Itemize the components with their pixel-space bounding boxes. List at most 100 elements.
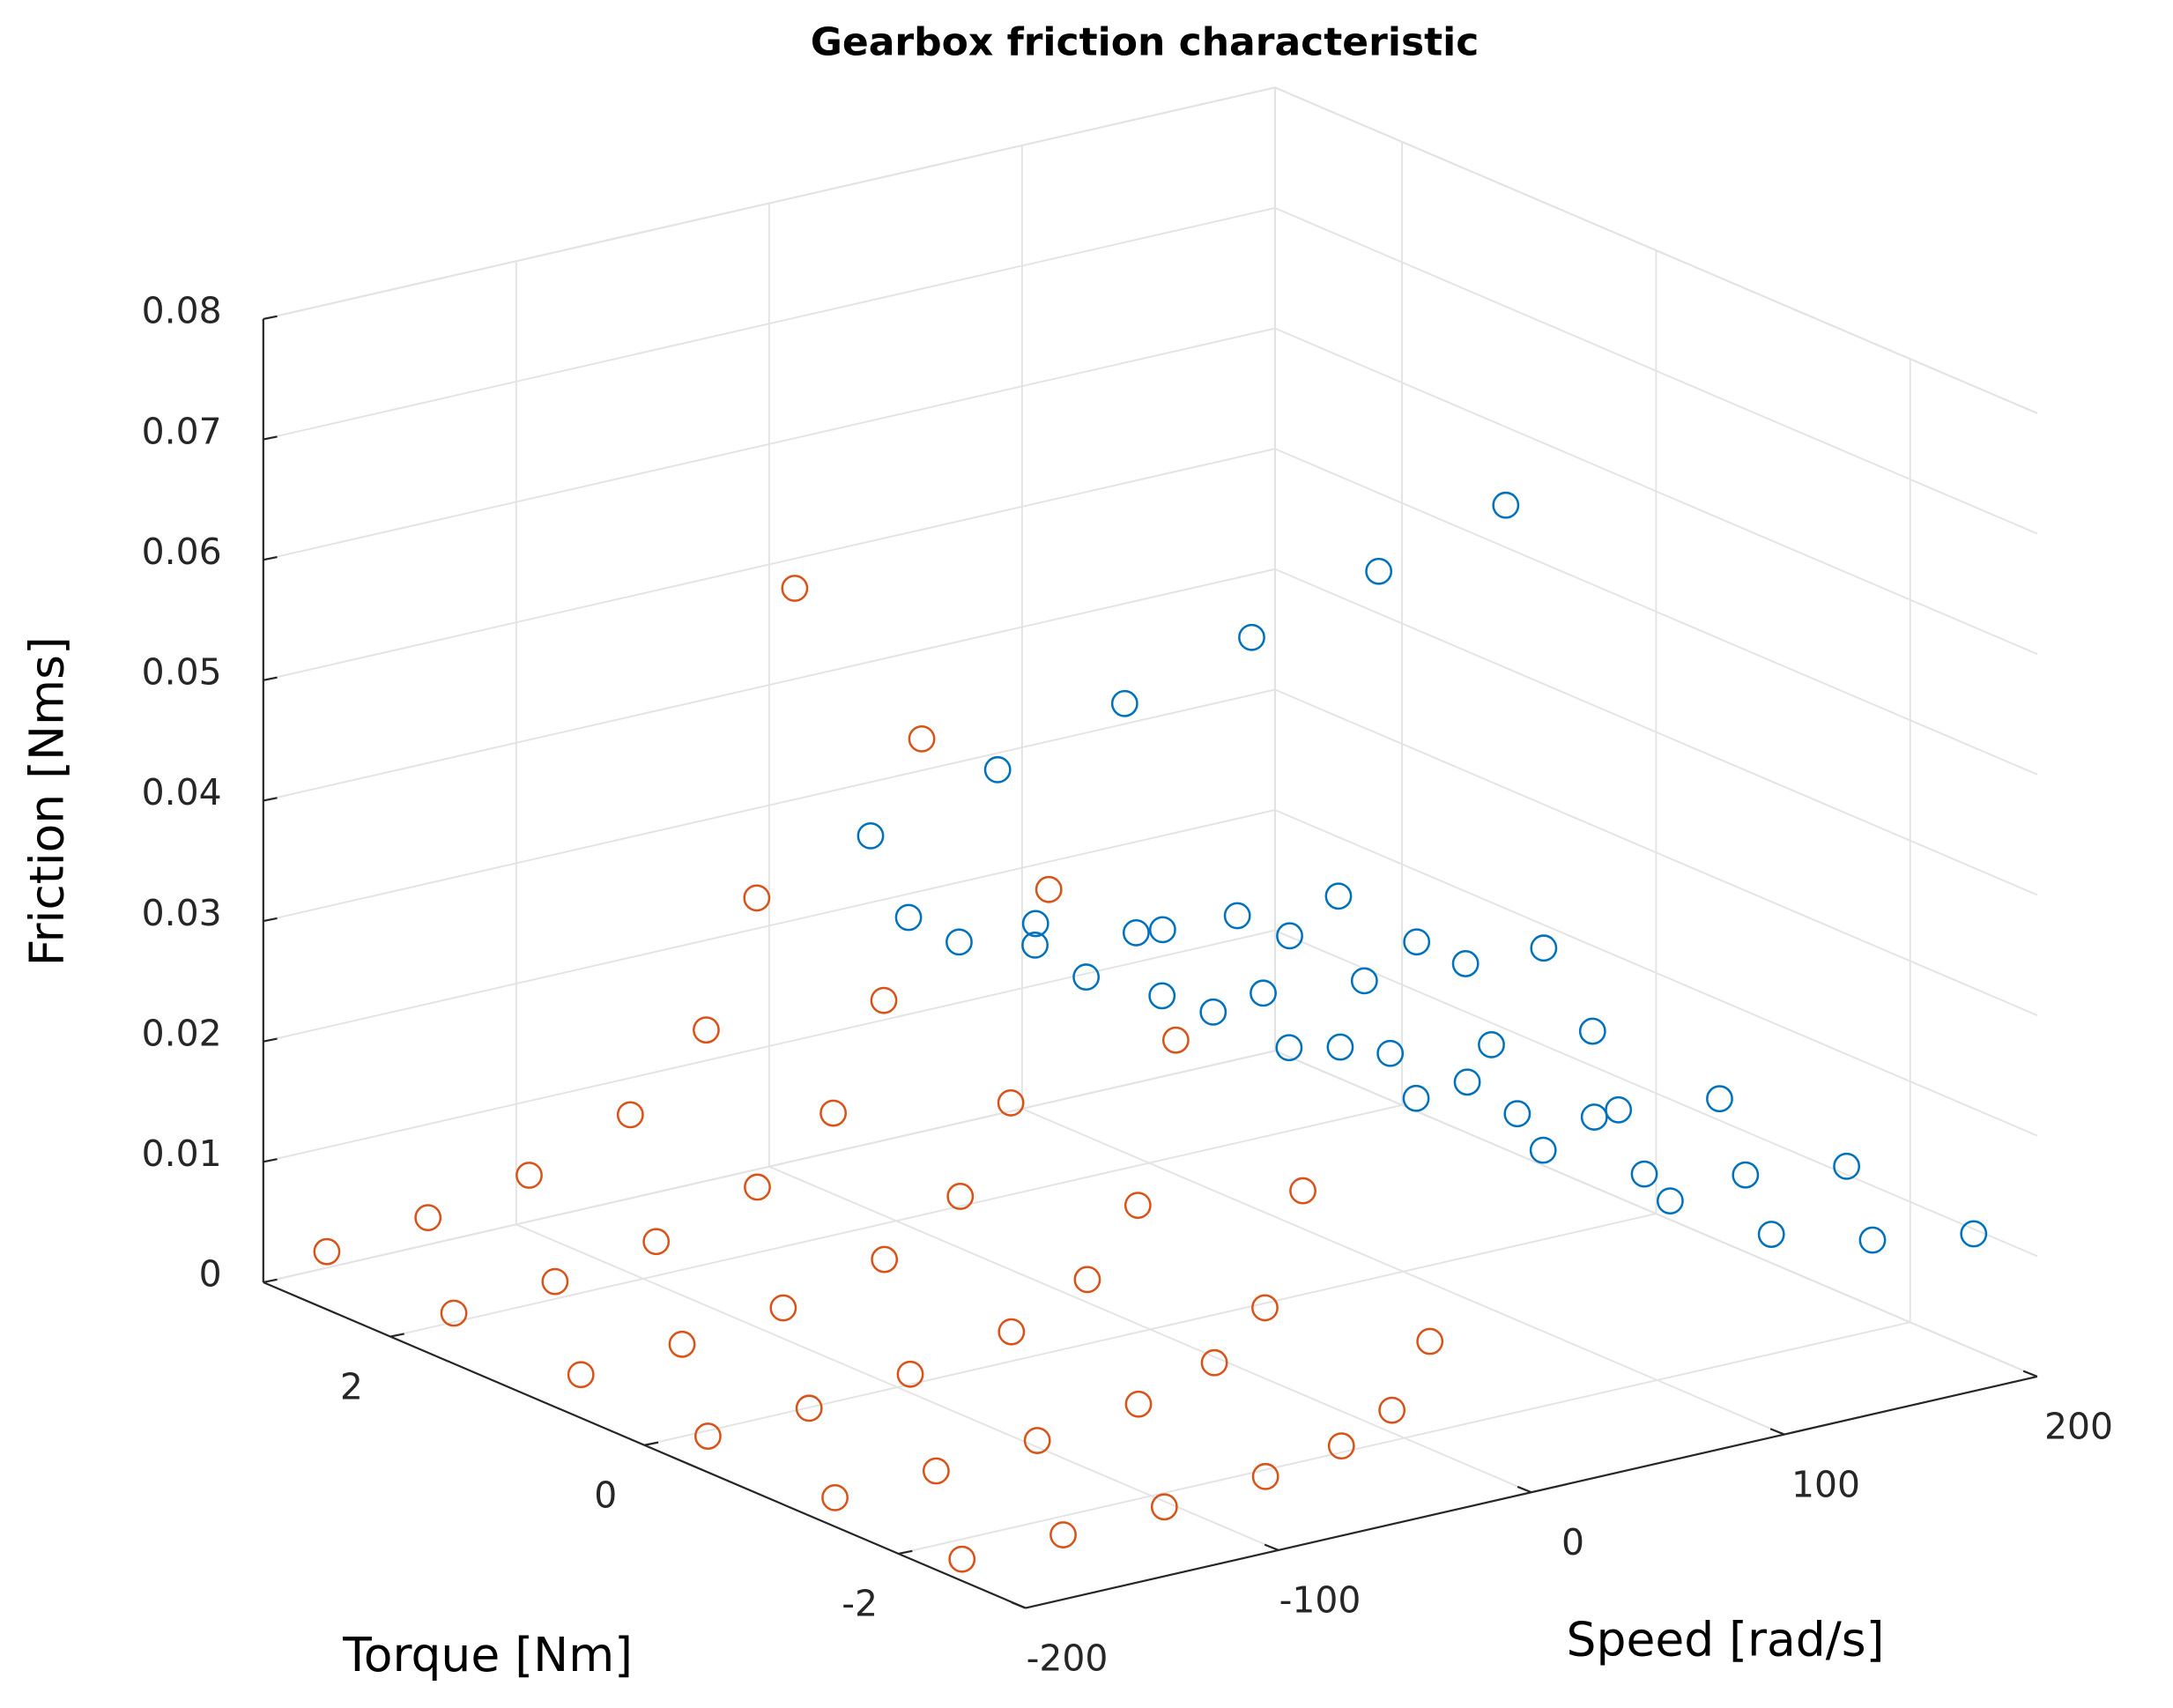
- x-tick-label: 200: [2044, 1406, 2113, 1448]
- x-tick-label: -200: [1027, 1637, 1109, 1679]
- data-point: [983, 755, 1012, 783]
- z-axis-label: Friction [Nms]: [19, 636, 74, 966]
- data-point: [1200, 1348, 1228, 1377]
- z-tick: [263, 1037, 278, 1043]
- data-point: [642, 1228, 671, 1256]
- data-point: [1199, 998, 1227, 1026]
- data-point: [1530, 934, 1558, 962]
- data-point: [1223, 902, 1251, 930]
- data-point: [1251, 1294, 1279, 1322]
- data-point: [1072, 963, 1101, 991]
- data-point: [1402, 1084, 1430, 1112]
- data-point: [1049, 1521, 1077, 1548]
- z-tick-label: 0.07: [142, 410, 222, 452]
- data-point: [821, 1483, 849, 1511]
- data-point: [820, 1099, 848, 1127]
- data-point: [668, 1330, 696, 1358]
- data-point: [1023, 1427, 1051, 1454]
- x-tick: [1769, 1428, 1785, 1436]
- data-point: [1453, 1068, 1481, 1096]
- data-point: [1757, 1221, 1785, 1248]
- data-point: [1324, 882, 1353, 910]
- x-axis-label: Speed [rad/s]: [1567, 1612, 1885, 1667]
- data-point: [1148, 916, 1176, 944]
- data-point: [1503, 1100, 1531, 1128]
- data-point: [1960, 1220, 1988, 1248]
- data-point: [1605, 1095, 1633, 1124]
- data-point: [871, 1245, 899, 1274]
- data-point: [894, 903, 923, 932]
- y-tick-label: -2: [842, 1583, 878, 1625]
- data-point: [1706, 1085, 1733, 1113]
- z-tick-label: 0: [199, 1253, 222, 1296]
- data-point: [1350, 967, 1378, 995]
- data-point: [896, 1360, 924, 1388]
- data-point: [908, 724, 936, 753]
- z-tick: [263, 315, 278, 321]
- z-tick: [263, 555, 278, 561]
- data-point: [1478, 1030, 1505, 1058]
- data-point: [1451, 950, 1480, 977]
- data-point: [1630, 1160, 1658, 1188]
- data-point: [1124, 1390, 1153, 1418]
- chart-title: Gearbox friction characteristic: [811, 20, 1480, 65]
- data-point: [693, 1016, 720, 1044]
- data-point: [693, 1422, 722, 1450]
- data-point: [1276, 922, 1303, 950]
- x-tick: [1517, 1485, 1532, 1494]
- z-tick-label: 0.03: [142, 892, 222, 934]
- data-point: [1326, 1033, 1354, 1061]
- z-tick-label: 0.05: [142, 651, 222, 694]
- data-point: [1656, 1187, 1684, 1215]
- data-point: [870, 986, 898, 1014]
- y-tick: [389, 1333, 404, 1338]
- data-point: [1073, 1266, 1101, 1294]
- data-point: [946, 928, 973, 956]
- data-point: [1250, 979, 1277, 1007]
- data-point: [1122, 918, 1150, 947]
- z-tick-label: 0.02: [142, 1012, 222, 1054]
- data-point: [515, 1162, 543, 1189]
- x-tick: [1264, 1543, 1279, 1551]
- z-tick-label: 0.01: [142, 1132, 222, 1175]
- data-point: [1275, 1034, 1303, 1062]
- y-tick-label: 0: [594, 1474, 617, 1517]
- data-point: [1376, 1039, 1405, 1067]
- data-point: [795, 1394, 823, 1422]
- z-tick: [263, 1278, 278, 1284]
- data-point: [769, 1294, 797, 1322]
- z-tick: [263, 676, 278, 681]
- z-tick-label: 0.06: [142, 531, 222, 573]
- x-tick-label: 100: [1791, 1463, 1860, 1505]
- data-point: [1529, 1136, 1557, 1164]
- z-tick-label: 0.04: [142, 771, 222, 813]
- data-point: [1021, 931, 1049, 959]
- data-point: [1238, 623, 1265, 651]
- data-point: [1858, 1226, 1887, 1254]
- data-point: [616, 1101, 644, 1129]
- data-point: [1833, 1152, 1861, 1180]
- data-point: [1251, 1462, 1279, 1490]
- data-point: [1580, 1103, 1608, 1131]
- data-point: [440, 1299, 468, 1327]
- y-tick: [644, 1441, 659, 1446]
- y-axis-label: Torque [Nm]: [342, 1627, 633, 1682]
- data-point: [1124, 1192, 1152, 1220]
- grid-line: [644, 1213, 1657, 1446]
- data-point: [946, 1183, 975, 1210]
- y-axis: [263, 1281, 1027, 1609]
- data-point: [1732, 1161, 1760, 1189]
- x-tick-label: -100: [1279, 1579, 1361, 1622]
- data-point: [1403, 928, 1431, 956]
- data-point: [743, 884, 771, 912]
- grid-line: [389, 1104, 1403, 1338]
- data-point: [1021, 910, 1049, 938]
- y-tick: [898, 1549, 913, 1556]
- data-point: [1148, 982, 1176, 1010]
- x-tick: [2022, 1370, 2038, 1378]
- data-point: [948, 1545, 976, 1573]
- data-point: [1035, 875, 1063, 903]
- data-point: [1327, 1432, 1355, 1460]
